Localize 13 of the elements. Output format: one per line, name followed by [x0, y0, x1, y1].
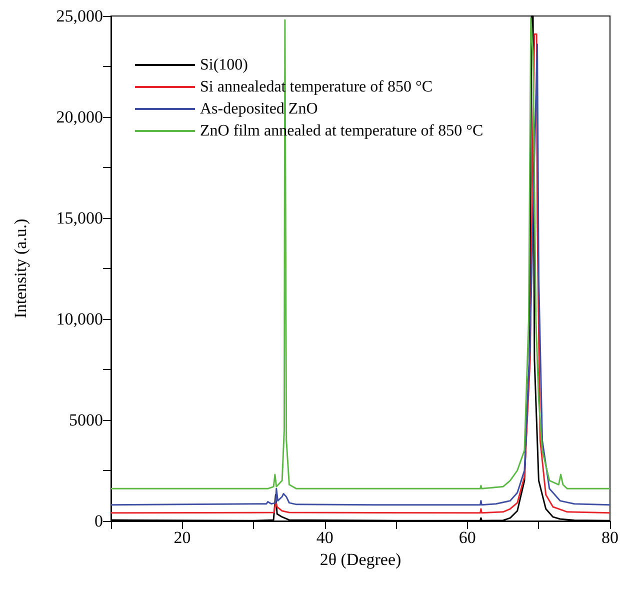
x-axis-title: 2θ (Degree) [320, 550, 402, 569]
y-tick-label: 25,000 [56, 6, 103, 26]
x-tick-label: 20 [174, 528, 191, 547]
x-tick-label: 80 [602, 528, 618, 547]
y-axis-title: Intensity (a.u.) [11, 218, 30, 318]
y-tick-label: 5000 [69, 410, 103, 430]
y-tick-label: 10,000 [56, 310, 103, 328]
legend-label: Si(100) [200, 56, 248, 74]
y-tick-label: 15,000 [56, 208, 103, 228]
y-tick-label: 0 [94, 512, 103, 530]
y-tick-label: 20,000 [56, 108, 103, 126]
x-tick-label: 60 [458, 528, 476, 547]
x-tick-label: 40 [316, 528, 334, 547]
